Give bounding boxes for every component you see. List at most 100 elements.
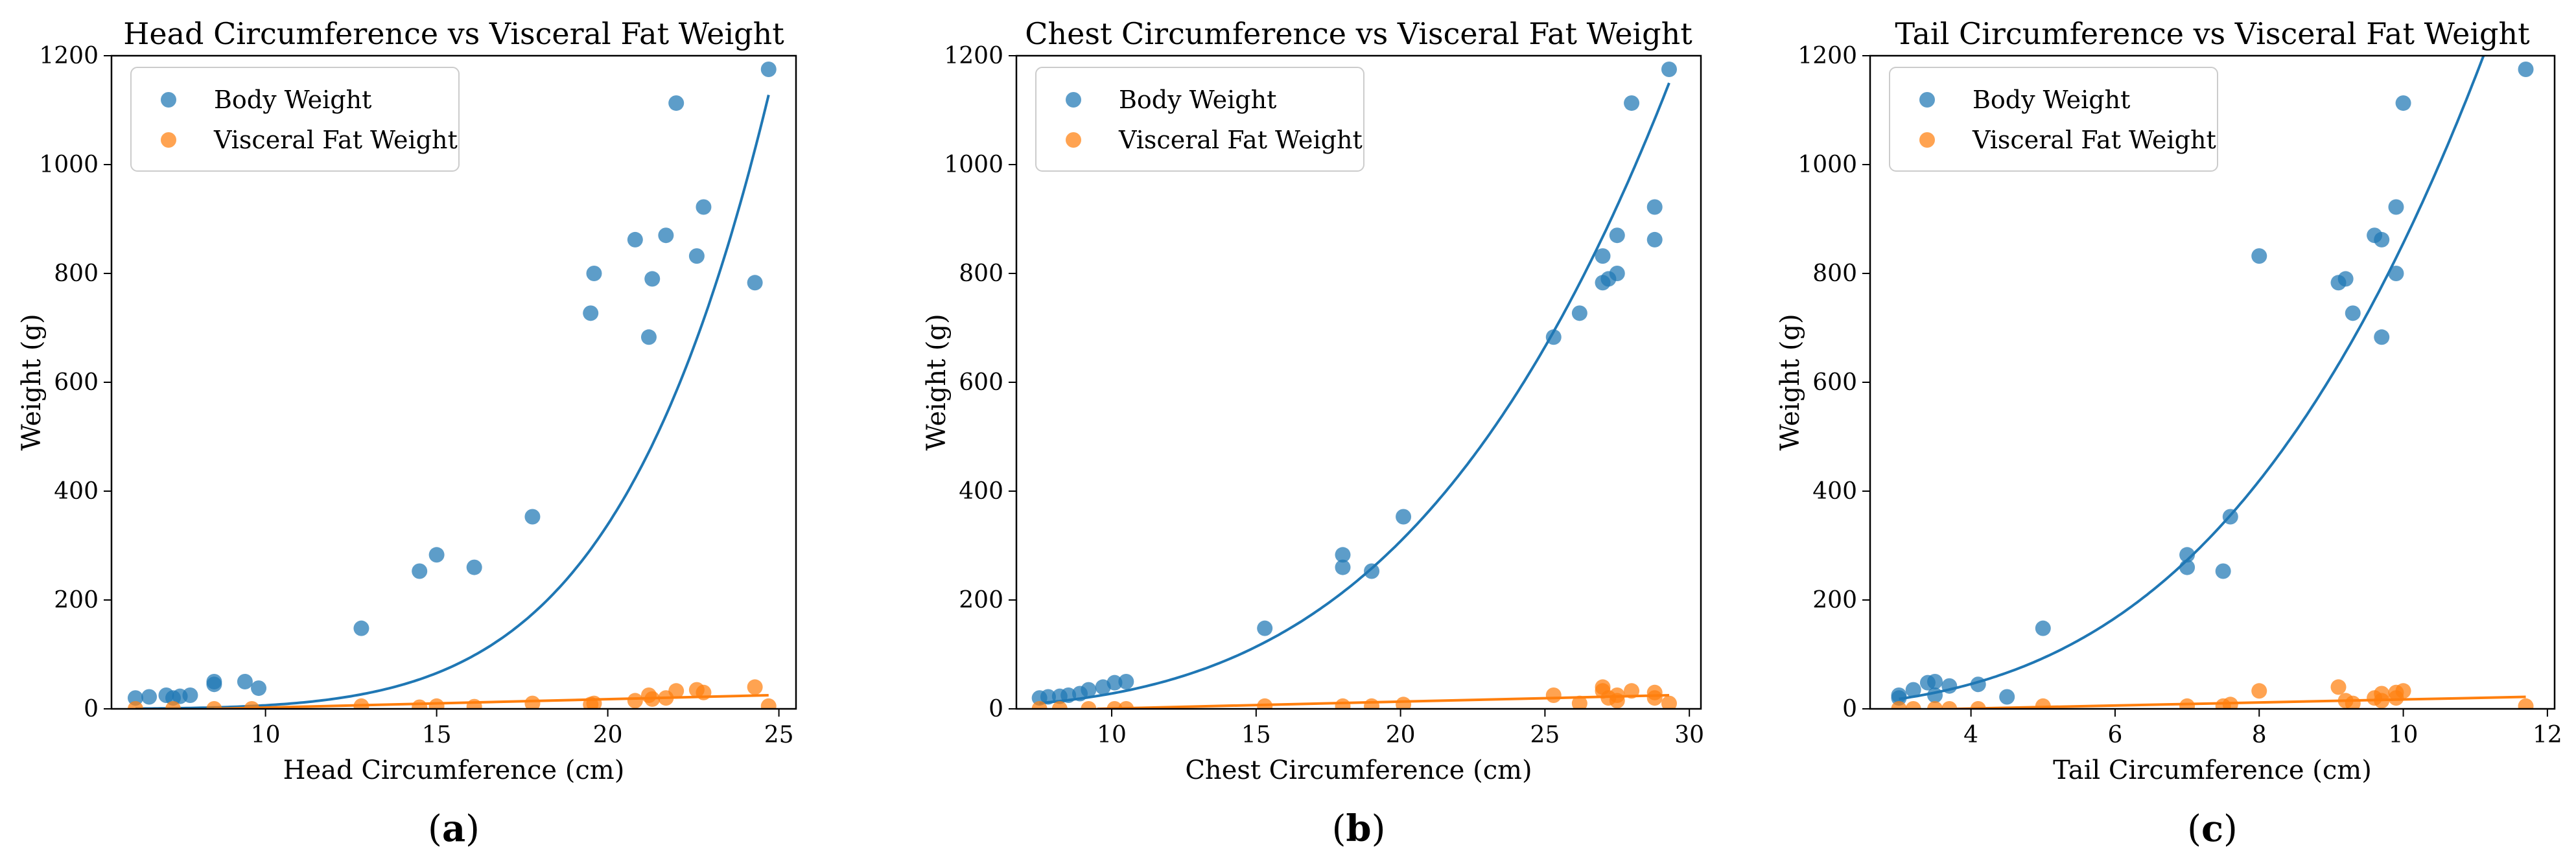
legend: Body Weight Visceral Fat Weight (1889, 67, 2218, 172)
body-weight-point (1905, 682, 1921, 698)
y-tick-label: 400 (959, 478, 1003, 505)
fat-weight-point (2330, 679, 2347, 695)
x-tick-label: 20 (593, 722, 623, 748)
legend-marker (161, 92, 176, 108)
body-weight-point (353, 620, 369, 636)
fat-weight-point (2518, 698, 2534, 709)
legend-marker (1066, 132, 1081, 148)
fat-weight-point (2395, 683, 2411, 699)
body-weight-point (466, 559, 482, 575)
body-weight-point (1609, 266, 1625, 281)
x-tick-label: 10 (251, 722, 281, 748)
body-weight-fit-line (1899, 56, 2485, 700)
body-weight-point (251, 680, 267, 697)
fat-weight-point (1051, 701, 1068, 709)
body-weight-point (2179, 547, 2195, 563)
legend-box (1035, 67, 1364, 172)
body-weight-point (2388, 199, 2404, 215)
body-weight-point (1118, 674, 1134, 689)
x-tick-label: 25 (1530, 722, 1560, 748)
y-tick-label: 600 (959, 369, 1003, 396)
x-tick-label: 20 (1386, 722, 1416, 748)
body-weight-point (2337, 271, 2354, 287)
y-tick-label: 600 (54, 369, 99, 396)
body-weight-point (237, 674, 253, 689)
fat-weight-fit-line (1097, 694, 1670, 709)
chart-panel-a: Head Circumference vs Visceral Fat Weigh… (17, 16, 797, 850)
legend-marker (1066, 92, 1081, 108)
panel-caption-letter: b (1346, 807, 1371, 850)
body-weight-point (1335, 559, 1351, 575)
y-tick-label: 0 (1842, 696, 1857, 722)
x-tick-label: 15 (1241, 722, 1271, 748)
body-weight-point (658, 227, 674, 244)
fat-weight-point (1891, 701, 1907, 709)
body-weight-point (688, 248, 705, 264)
y-tick-label: 0 (989, 696, 1003, 722)
body-weight-point (747, 275, 763, 291)
body-weight-point (127, 690, 143, 706)
fat-weight-point (1941, 701, 1958, 709)
body-weight-point (1081, 682, 1097, 698)
body-weight-point (428, 547, 445, 563)
body-weight-point (644, 271, 661, 287)
body-weight-point (2518, 62, 2534, 77)
fat-weight-point (760, 698, 777, 709)
body-weight-point (2179, 559, 2195, 575)
y-axis-label: Weight (g) (17, 314, 47, 450)
body-weight-point (1595, 248, 1611, 264)
body-weight-point (627, 231, 643, 248)
body-weight-point (1646, 231, 1663, 248)
body-weight-fit-line (1039, 82, 1670, 705)
y-tick-label: 1200 (39, 43, 99, 69)
body-weight-point (1624, 95, 1640, 111)
fat-weight-point (1545, 687, 1562, 703)
body-weight-fit-line (135, 95, 770, 709)
fat-weight-point (127, 701, 143, 709)
body-weight-point (1661, 62, 1677, 77)
fat-weight-point (627, 693, 643, 709)
y-tick-label: 1000 (39, 152, 99, 178)
plot-area (1031, 62, 1677, 709)
axes-frame (1869, 54, 2556, 710)
panel-caption-letter: c (2201, 807, 2223, 850)
body-weight-point (412, 563, 428, 579)
x-axis-label: Chest Circumference (cm) (1185, 755, 1532, 785)
body-weight-point (2395, 95, 2411, 111)
x-axis-label: Tail Circumference (cm) (2053, 755, 2372, 785)
body-weight-point (2388, 266, 2404, 281)
fat-weight-point (412, 699, 428, 709)
body-weight-point (206, 674, 222, 689)
legend-label: Body Weight (1119, 86, 1276, 114)
fat-weight-point (165, 701, 181, 709)
chart-title: Tail Circumference vs Visceral Fat Weigh… (1895, 16, 2530, 51)
legend: Body Weight Visceral Fat Weight (1035, 67, 1364, 172)
legend-box (1889, 67, 2218, 172)
fat-weight-point (1107, 701, 1123, 709)
body-weight-point (1257, 620, 1273, 636)
y-tick-label: 200 (959, 587, 1003, 614)
fat-weight-point (1571, 695, 1587, 709)
body-weight-point (2345, 305, 2361, 321)
fat-weight-point (1970, 701, 1986, 709)
body-weight-point (2374, 231, 2390, 248)
body-weight-point (583, 305, 599, 321)
body-weight-point (2215, 563, 2231, 579)
legend-label: Body Weight (214, 86, 371, 114)
plot-area (127, 62, 777, 709)
body-weight-point (2374, 329, 2390, 345)
body-weight-point (1609, 227, 1625, 244)
y-tick-label: 800 (1812, 260, 1857, 287)
x-tick-label: 8 (2252, 722, 2267, 748)
chart-panel-c: Tail Circumference vs Visceral Fat Weigh… (1775, 16, 2562, 850)
fat-weight-point (1031, 701, 1048, 709)
y-tick-label: 400 (1812, 478, 1857, 505)
legend-label: Visceral Fat Weight (1972, 126, 2216, 154)
body-weight-point (586, 266, 602, 281)
body-weight-point (1107, 675, 1123, 691)
fat-weight-point (2179, 698, 2195, 709)
x-tick-label: 4 (1963, 722, 1978, 748)
body-weight-point (1571, 305, 1587, 321)
y-axis-label: Weight (g) (1775, 314, 1805, 450)
